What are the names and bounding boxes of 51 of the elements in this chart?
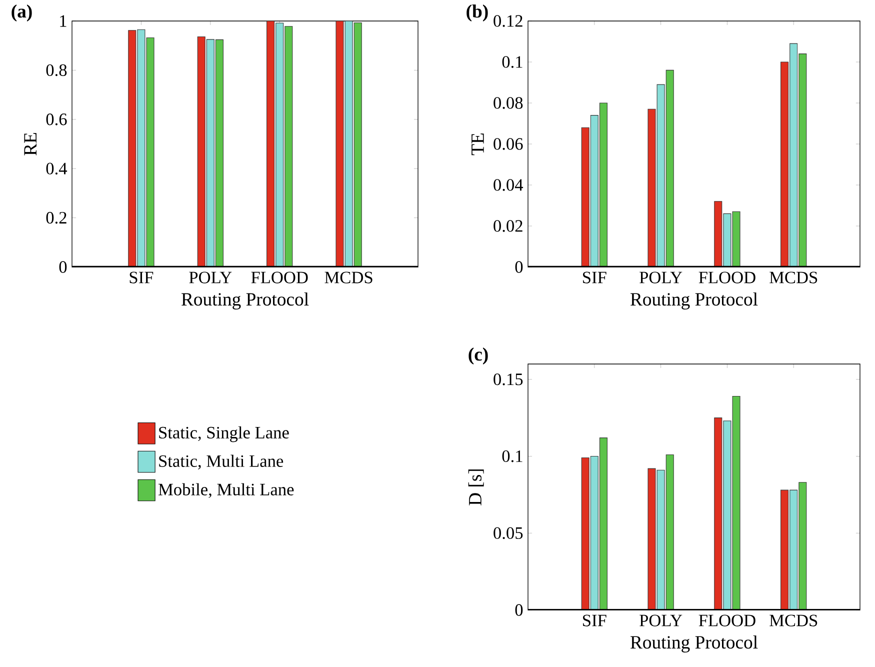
bar	[780, 490, 789, 610]
x-tick-label: SIF	[583, 272, 606, 284]
x-tick-label: MCDS	[770, 614, 818, 626]
x-tick-label: SIF	[130, 272, 154, 284]
bar	[780, 62, 789, 267]
y-tick-label: 0.15	[494, 373, 523, 386]
x-tick-label: FLOOD	[698, 614, 756, 626]
x-tick-label: FLOOD	[251, 272, 308, 284]
y-axis-title: D [s]	[468, 469, 484, 506]
y-tick-label: 0.12	[494, 15, 522, 27]
chart-title: (b)	[466, 4, 488, 22]
x-tick-label: SIF	[583, 614, 606, 626]
x-tick-label: POLY	[640, 272, 682, 284]
y-tick-label: 1	[60, 15, 66, 27]
y-axis-title: RE	[24, 133, 36, 156]
y-tick-label: 0.06	[494, 138, 523, 150]
x-tick-label: POLY	[189, 272, 232, 284]
bar	[599, 438, 608, 610]
y-tick-label: 0.8	[46, 64, 67, 76]
legend-label: Static, Single Lane	[159, 426, 289, 442]
x-tick-label: MCDS	[770, 272, 818, 284]
x-tick-label: MCDS	[324, 272, 372, 284]
chart-title: (c)	[468, 348, 488, 364]
y-tick-label: 0	[515, 604, 523, 616]
bar	[666, 454, 674, 610]
y-tick-label: 0.05	[494, 527, 523, 540]
x-axis-title: Routing Protocol	[630, 292, 758, 310]
bar	[798, 54, 807, 267]
bar	[798, 482, 807, 610]
y-tick-label: 0.6	[46, 114, 67, 126]
y-tick-label: 0.1	[502, 450, 522, 462]
y-tick-label: 0.4	[46, 162, 68, 174]
bar	[714, 201, 722, 267]
x-tick-label: FLOOD	[698, 272, 756, 284]
bar	[599, 102, 608, 267]
y-tick-label: 0	[515, 261, 523, 273]
legend-label: Static, Multi Lane	[159, 454, 284, 470]
y-tick-label: 0.2	[46, 212, 66, 224]
y-tick-label: 0	[59, 261, 67, 273]
y-tick-label: 0.04	[494, 179, 524, 191]
y-tick-label: 0.08	[494, 97, 523, 109]
y-tick-label: 0.02	[494, 220, 522, 232]
chart-title: (a)	[12, 4, 32, 22]
bar	[666, 70, 674, 267]
x-axis-title: Routing Protocol	[630, 635, 758, 652]
x-tick-label: POLY	[640, 614, 682, 626]
x-axis-title: Routing Protocol	[182, 292, 309, 310]
legend-label: Mobile, Multi Lane	[158, 483, 294, 498]
y-tick-label: 0.1	[502, 56, 522, 68]
bar	[714, 418, 722, 610]
y-axis-title: TE	[472, 134, 484, 156]
